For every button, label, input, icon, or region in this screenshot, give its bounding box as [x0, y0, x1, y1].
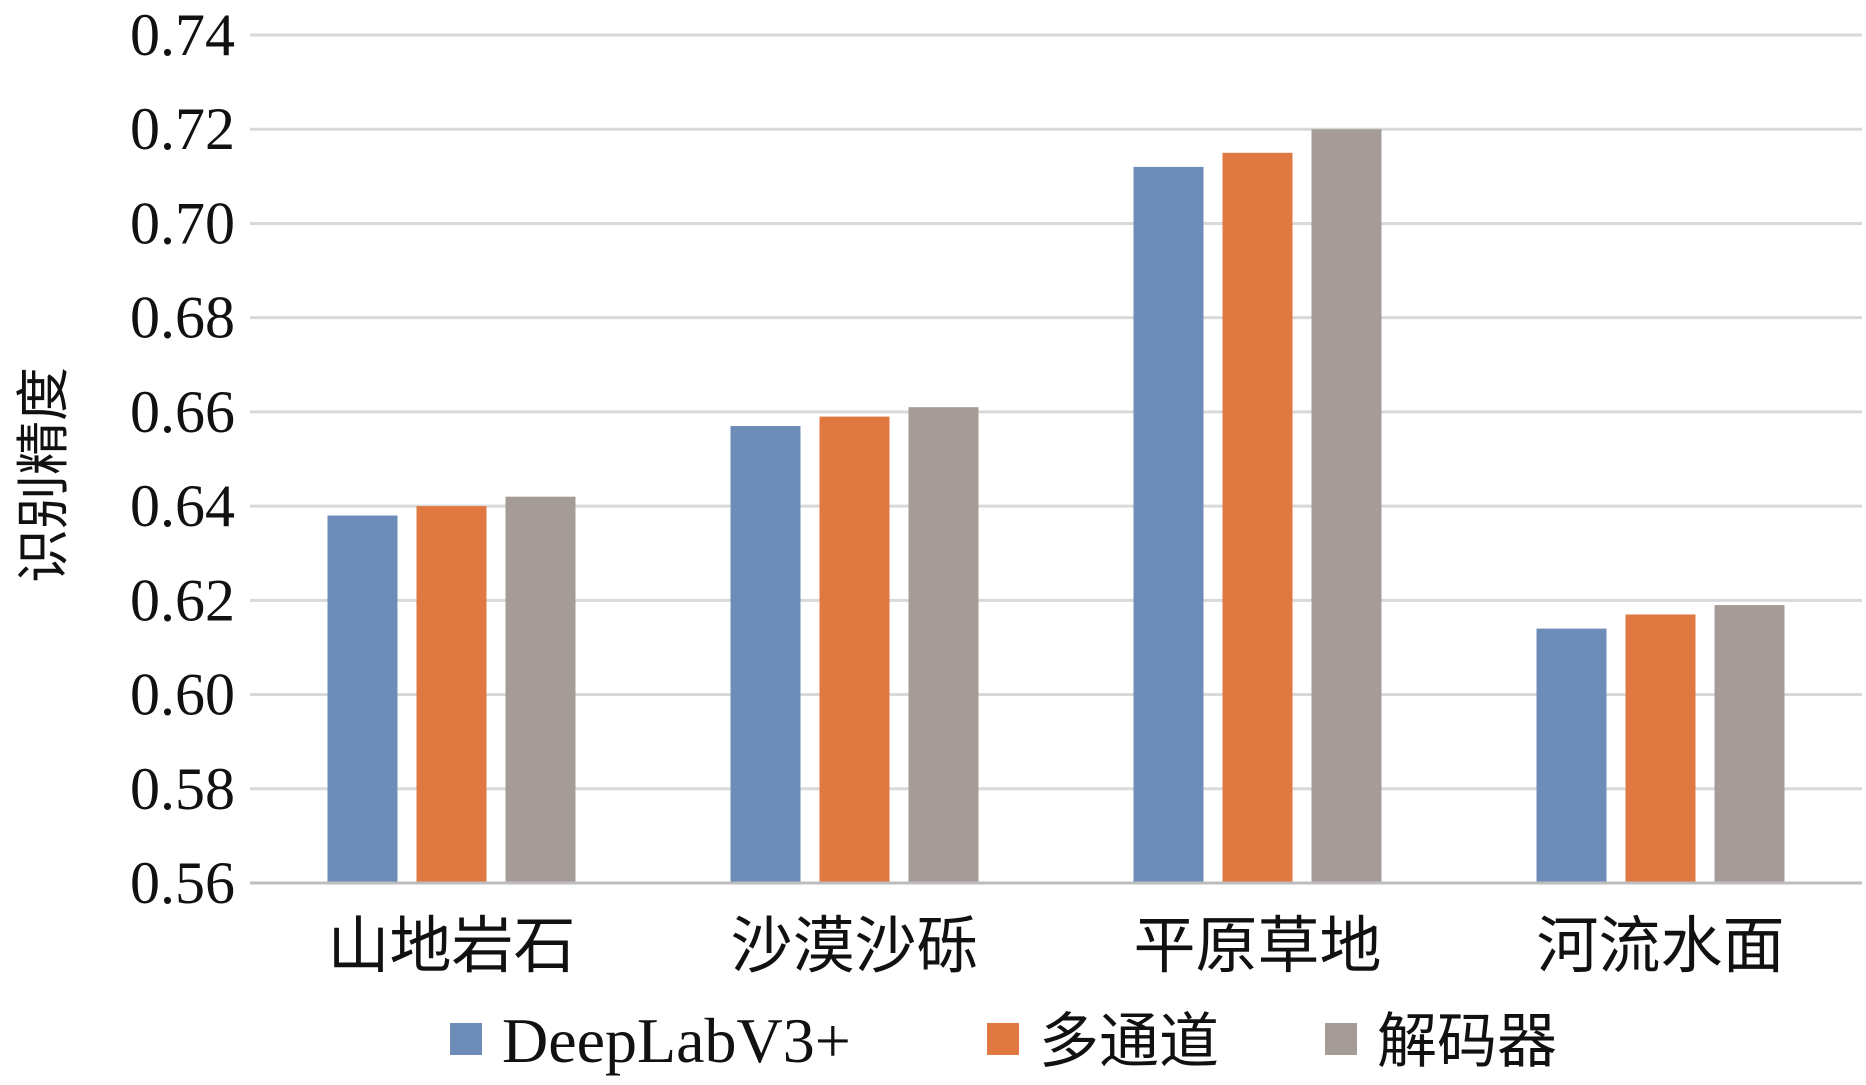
legend: DeepLabV3+ 多通道 解码器 [450, 1005, 1557, 1077]
y-tick-label: 0.72 [130, 96, 235, 162]
bars [327, 129, 1785, 883]
y-axis-label: 识别精度 [12, 367, 75, 583]
bar [1133, 166, 1204, 883]
bar [1222, 152, 1293, 883]
legend-swatch [1325, 1023, 1357, 1055]
x-category-label: 平原草地 [1133, 909, 1381, 982]
legend-label: DeepLabV3+ [502, 1005, 851, 1076]
gridlines [250, 33, 1862, 791]
category-labels: 山地岩石 沙漠沙砾 平原草地 河流水面 [327, 909, 1784, 982]
legend-swatch [450, 1023, 482, 1055]
bar [1536, 628, 1607, 883]
x-category-label: 沙漠沙砾 [730, 909, 978, 982]
bar [1714, 605, 1785, 883]
bar [505, 496, 576, 883]
y-tick-label: 0.62 [130, 567, 235, 633]
y-axis-ticks: 0.56 0.58 0.60 0.62 0.64 0.66 0.68 0.70 0.72 0.74 [130, 2, 235, 916]
y-tick-label: 0.74 [130, 2, 235, 68]
bar [730, 426, 801, 883]
x-category-label: 河流水面 [1536, 909, 1784, 982]
legend-swatch [987, 1023, 1019, 1055]
y-tick-label: 0.56 [130, 850, 235, 916]
legend-label: 多通道 [1039, 1007, 1219, 1077]
bar [1311, 129, 1382, 883]
bar [1625, 614, 1696, 883]
bar [327, 515, 398, 883]
y-tick-label: 0.60 [130, 662, 235, 728]
legend-label: 解码器 [1377, 1007, 1557, 1077]
bar [908, 407, 979, 883]
y-tick-label: 0.66 [130, 379, 235, 445]
y-tick-label: 0.68 [130, 285, 235, 351]
bar [416, 506, 487, 883]
y-tick-label: 0.64 [130, 473, 235, 539]
y-tick-label: 0.70 [130, 190, 235, 256]
y-tick-label: 0.58 [130, 756, 235, 822]
x-category-label: 山地岩石 [327, 909, 575, 982]
bar [819, 416, 890, 883]
